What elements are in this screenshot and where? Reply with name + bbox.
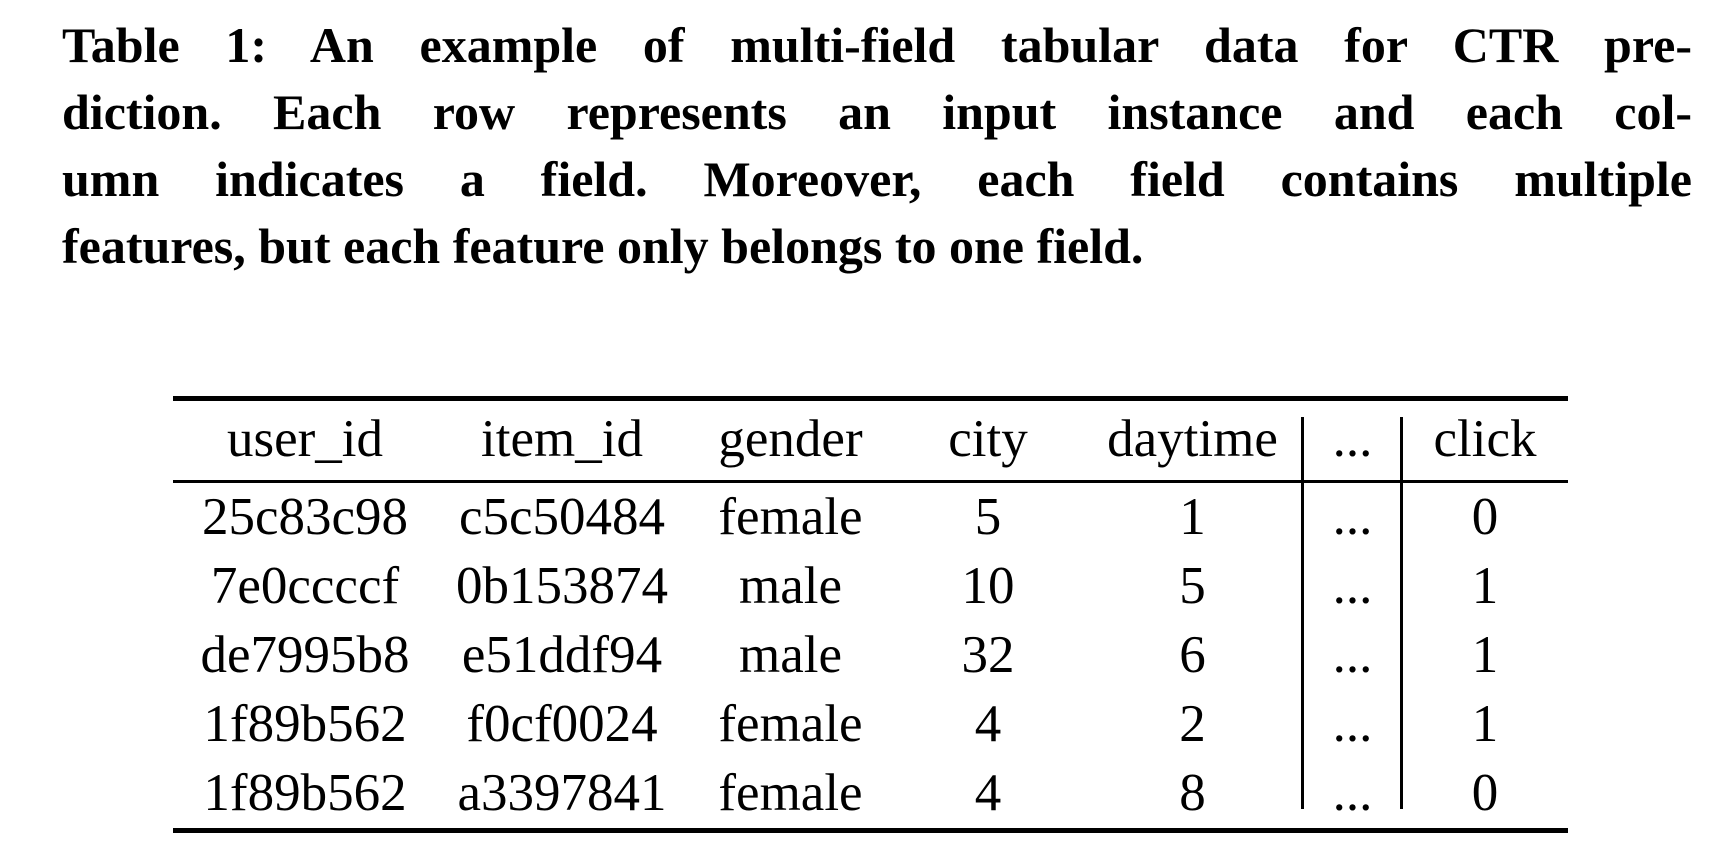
column-header: ...	[1332, 410, 1373, 468]
table-cell: 25c83c98	[201, 488, 409, 546]
table-cell: 10	[961, 557, 1015, 615]
table-cell: ...	[1332, 557, 1373, 615]
table-cell: female	[718, 488, 863, 546]
table-rule-bottom	[173, 828, 1568, 833]
table-caption: Table 1: An example of multi-field tabul…	[62, 12, 1692, 280]
column-header: gender	[718, 410, 863, 468]
table-cell: 1f89b562	[203, 764, 407, 822]
caption-line: umn indicates a field. Moreover, each fi…	[62, 151, 1692, 207]
table-vertical-rule-right	[1400, 417, 1403, 809]
column-header: user_id	[226, 410, 384, 468]
table-cell: 1	[1471, 626, 1499, 684]
table-cell: 5	[974, 488, 1002, 546]
table-row: 1f89b562 a3397841 female 4 8... 0	[173, 759, 1568, 828]
table-cell: 1f89b562	[203, 695, 407, 753]
table-cell: male	[739, 557, 842, 615]
caption-line: diction. Each row represents an input in…	[62, 84, 1692, 140]
table-cell: male	[739, 626, 842, 684]
table-cell: de7995b8	[200, 626, 410, 684]
table-cell: 4	[974, 764, 1002, 822]
column-header: city	[948, 410, 1028, 468]
caption-line: Table 1: An example of multi-field tabul…	[62, 17, 1692, 73]
table-row: de7995b8 e51ddf94 male 32 6... 1	[173, 621, 1568, 690]
table-cell: 8	[1179, 764, 1206, 822]
table-cell: ...	[1332, 488, 1373, 546]
table-cell: ...	[1332, 695, 1373, 753]
table-cell: ...	[1332, 764, 1373, 822]
table-body: 25c83c98 c5c50484 female 5 1... 0 7e0ccccf 0b15…	[173, 483, 1568, 828]
table-cell: 7e0ccccf	[210, 557, 400, 615]
table-row: 25c83c98 c5c50484 female 5 1... 0	[173, 483, 1568, 552]
table-cell: c5c50484	[458, 488, 666, 546]
table-rule-top	[173, 396, 1568, 401]
table-cell: ...	[1332, 626, 1373, 684]
table-cell: 1	[1179, 488, 1206, 546]
table-cell: a3397841	[457, 764, 667, 822]
table-cell: 0	[1471, 764, 1499, 822]
table-cell: 0	[1471, 488, 1499, 546]
table-header-row: user_id item_id gender city daytime ... …	[173, 401, 1568, 480]
table-cell: 1	[1471, 557, 1499, 615]
column-header: item_id	[481, 410, 643, 468]
table-cell: 2	[1179, 695, 1206, 753]
table-cell: 0b153874	[456, 557, 668, 615]
table-vertical-rule-left	[1301, 417, 1304, 809]
caption-line: features, but each feature only belongs …	[62, 218, 1144, 274]
data-table: user_id item_id gender city daytime ... …	[173, 396, 1568, 833]
table-cell: 1	[1471, 695, 1499, 753]
table-rule-header	[173, 480, 1568, 483]
table-row: 7e0ccccf 0b153874 male 10 5... 1	[173, 552, 1568, 621]
column-header: daytime	[1107, 410, 1278, 468]
table-row: 1f89b562 f0cf0024 female 4 2... 1	[173, 690, 1568, 759]
table-cell: 32	[961, 626, 1015, 684]
table-cell: 5	[1179, 557, 1206, 615]
table-cell: e51ddf94	[461, 626, 663, 684]
table-cell: 6	[1179, 626, 1206, 684]
table-cell: f0cf0024	[466, 695, 658, 753]
table-cell: 4	[974, 695, 1002, 753]
table-cell: female	[718, 695, 863, 753]
table-cell: female	[718, 764, 863, 822]
column-header: click	[1433, 410, 1537, 468]
